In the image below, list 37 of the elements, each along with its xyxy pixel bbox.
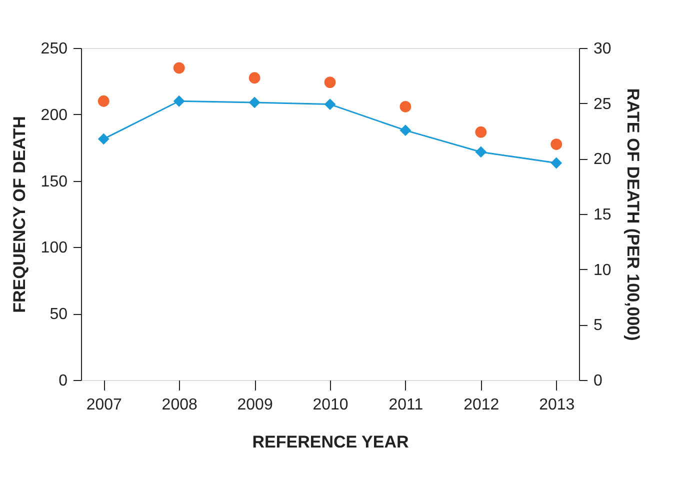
point (248, 96, 260, 108)
y-tick-label: 200 (40, 106, 68, 124)
x-tick-label: 2007 (86, 396, 122, 414)
point (248, 72, 260, 84)
point (475, 146, 487, 158)
y2-tick-label: 5 (594, 317, 602, 334)
point (400, 100, 412, 112)
y2-axis-title: RATE OF DEATH (PER 100,000) (623, 88, 642, 341)
point (173, 62, 185, 74)
point (98, 133, 110, 145)
x-tick-label: 2010 (312, 396, 348, 414)
y2-tick-label: 0 (594, 372, 602, 390)
y-tick-label: 250 (40, 40, 68, 58)
y-axis-title: FREQUENCY OF DEATH (10, 116, 29, 313)
x-tick-label: 2012 (464, 396, 500, 414)
point (324, 76, 336, 88)
point (550, 157, 562, 169)
x-tick-label: 2011 (388, 396, 424, 414)
y-tick-label: 50 (50, 306, 68, 324)
point (550, 138, 562, 150)
y2-tick-label: 20 (594, 151, 612, 168)
point (400, 124, 412, 136)
y2-tick-label: 15 (594, 206, 612, 224)
x-tick-label: 2008 (162, 396, 198, 414)
y2-tick-label: 10 (594, 262, 612, 279)
y-tick-label: 100 (40, 240, 68, 257)
x-tick-label: 2013 (539, 396, 575, 414)
x-tick-label: 2009 (237, 396, 273, 414)
point (173, 95, 185, 107)
point (475, 126, 487, 138)
y-tick-label: 0 (58, 372, 68, 390)
y2-tick-label: 25 (594, 96, 612, 113)
y-tick-label: 150 (40, 173, 68, 190)
point (98, 95, 110, 107)
x-axis-title: REFERENCE YEAR (252, 432, 409, 452)
y2-tick-label: 30 (594, 40, 612, 58)
point (324, 98, 336, 110)
